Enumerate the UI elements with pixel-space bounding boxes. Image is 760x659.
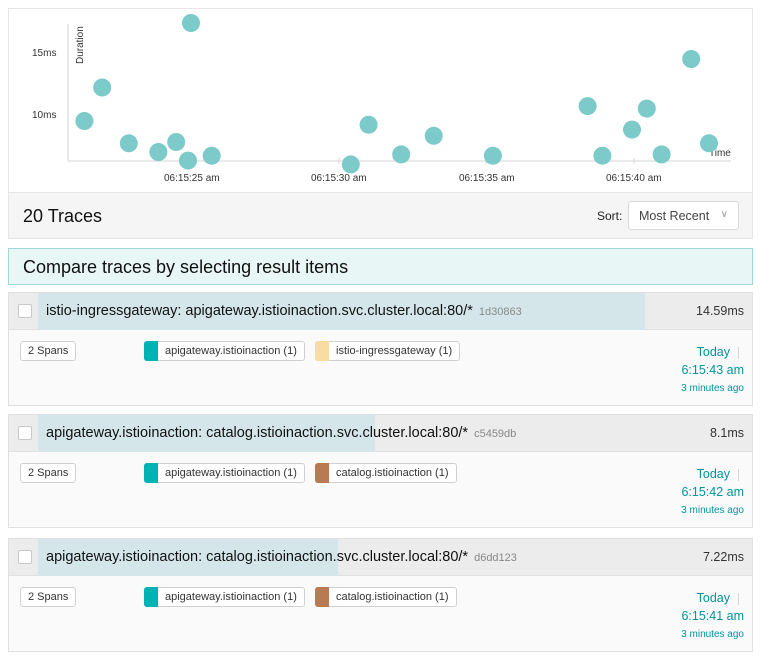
trace-duration-bar: [38, 539, 338, 576]
compare-traces-text: Compare traces by selecting result items: [23, 257, 349, 277]
trace-time: 6:15:41 am: [681, 609, 744, 623]
trace-select-checkbox[interactable]: [18, 426, 32, 440]
span-count-badge: 2 Spans: [20, 463, 77, 483]
trace-result-item[interactable]: apigateway.istioinaction: catalog.istioi…: [8, 538, 753, 652]
trace-point[interactable]: [75, 112, 94, 130]
trace-relative-time: 3 minutes ago: [681, 383, 744, 394]
compare-traces-banner: Compare traces by selecting result items: [8, 248, 753, 285]
trace-result-item[interactable]: apigateway.istioinaction: catalog.istioi…: [8, 414, 753, 528]
service-tag: apigateway.istioinaction (1): [144, 587, 305, 607]
y-tick-label: 10ms: [32, 110, 56, 121]
service-color-swatch: [315, 341, 329, 361]
trace-time: 6:15:42 am: [681, 485, 744, 499]
trace-point[interactable]: [167, 133, 186, 151]
trace-select-checkbox[interactable]: [18, 304, 32, 318]
trace-relative-time: 3 minutes ago: [681, 505, 744, 516]
service-tag-label: apigateway.istioinaction (1): [165, 591, 297, 603]
span-count-badge: 2 Spans: [20, 587, 77, 607]
service-tag: apigateway.istioinaction (1): [144, 463, 305, 483]
trace-point[interactable]: [179, 151, 197, 170]
trace-body: 2 Spans apigateway.istioinaction (1) cat…: [9, 452, 752, 527]
trace-duration: 8.1ms: [709, 426, 744, 440]
trace-timestamp: Today 6:15:41 am 3 minutes ago: [681, 591, 744, 640]
trace-day: Today: [681, 591, 744, 605]
span-count-badge: 2 Spans: [20, 341, 77, 361]
trace-point[interactable]: [341, 155, 360, 174]
service-tag-label: catalog.istioinaction (1): [336, 591, 449, 603]
service-tag: catalog.istioinaction (1): [315, 587, 457, 607]
trace-scatter-plot: Duration Time 15ms 10ms 06:15:25 am 06:1…: [8, 8, 753, 193]
x-tick-label: 06:15:40 am: [606, 173, 662, 184]
trace-point[interactable]: [182, 14, 200, 32]
trace-title-text: apigateway.istioinaction: catalog.istioi…: [46, 549, 469, 565]
trace-title[interactable]: apigateway.istioinaction: catalog.istioi…: [46, 549, 517, 565]
service-tag-label: apigateway.istioinaction (1): [165, 345, 297, 357]
trace-time: 6:15:43 am: [681, 363, 744, 377]
trace-point[interactable]: [682, 50, 701, 68]
trace-title-text: istio-ingressgateway: apigateway.istioin…: [46, 303, 473, 319]
service-tag: istio-ingressgateway (1): [315, 341, 461, 361]
service-tag: apigateway.istioinaction (1): [144, 341, 305, 361]
service-color-swatch: [144, 587, 158, 607]
trace-header[interactable]: apigateway.istioinaction: catalog.istioi…: [9, 415, 752, 452]
service-color-swatch: [315, 463, 329, 483]
trace-result-item[interactable]: istio-ingressgateway: apigateway.istioin…: [8, 292, 753, 406]
trace-point[interactable]: [637, 99, 656, 118]
trace-point[interactable]: [578, 97, 597, 116]
trace-point[interactable]: [593, 146, 612, 165]
trace-header[interactable]: istio-ingressgateway: apigateway.istioin…: [9, 293, 752, 330]
x-tick-label: 06:15:30 am: [311, 173, 367, 184]
trace-id: d6dd123: [474, 552, 517, 564]
service-color-swatch: [144, 341, 158, 361]
trace-title[interactable]: istio-ingressgateway: apigateway.istioin…: [46, 303, 522, 319]
trace-title-text: apigateway.istioinaction: catalog.istioi…: [46, 425, 469, 441]
trace-relative-time: 3 minutes ago: [681, 629, 744, 640]
trace-header[interactable]: apigateway.istioinaction: catalog.istioi…: [9, 539, 752, 576]
chevron-down-icon: ∨: [720, 209, 728, 220]
trace-body: 2 Spans apigateway.istioinaction (1) cat…: [9, 576, 752, 651]
scatter-plot-svg: Duration Time 15ms 10ms 06:15:25 am 06:1…: [32, 14, 731, 184]
trace-count: 20 Traces: [23, 206, 103, 226]
trace-point[interactable]: [424, 126, 443, 145]
sort-select-value: Most Recent: [639, 209, 710, 223]
service-color-swatch: [315, 587, 329, 607]
results-summary-bar: 20 Traces Sort: Most Recent ∨: [8, 193, 753, 239]
service-tag-label: catalog.istioinaction (1): [336, 467, 449, 479]
trace-id: 1d30863: [478, 306, 522, 318]
x-tick-label: 06:15:35 am: [459, 173, 515, 184]
trace-duration: 14.59ms: [696, 304, 744, 318]
trace-duration-bar: [38, 415, 375, 452]
trace-select-checkbox[interactable]: [18, 550, 32, 564]
scatter-points: [75, 14, 718, 174]
service-tag-label: apigateway.istioinaction (1): [165, 467, 297, 479]
x-tick-label: 06:15:25 am: [164, 173, 220, 184]
trace-point[interactable]: [623, 120, 641, 139]
trace-point[interactable]: [93, 78, 112, 97]
sort-select[interactable]: Most Recent ∨: [628, 201, 739, 230]
trace-timestamp: Today 6:15:43 am 3 minutes ago: [681, 345, 744, 394]
y-tick-label: 15ms: [32, 48, 56, 59]
trace-point[interactable]: [700, 134, 718, 153]
sort-label: Sort:: [597, 209, 623, 223]
trace-point[interactable]: [483, 146, 502, 165]
trace-title[interactable]: apigateway.istioinaction: catalog.istioi…: [46, 425, 516, 441]
trace-timestamp: Today 6:15:42 am 3 minutes ago: [681, 467, 744, 516]
trace-day: Today: [681, 345, 744, 359]
trace-body: 2 Spans apigateway.istioinaction (1) ist…: [9, 330, 752, 405]
trace-duration: 7.22ms: [703, 550, 744, 564]
trace-point[interactable]: [392, 145, 411, 164]
y-axis-label: Duration: [75, 26, 86, 64]
x-axis-label: Time: [709, 148, 731, 159]
trace-point[interactable]: [202, 146, 221, 165]
trace-id: c5459db: [474, 428, 517, 440]
trace-point[interactable]: [119, 134, 138, 153]
trace-point[interactable]: [149, 143, 168, 161]
service-tag: catalog.istioinaction (1): [315, 463, 457, 483]
service-color-swatch: [144, 463, 158, 483]
trace-day: Today: [681, 467, 744, 481]
trace-point[interactable]: [359, 115, 378, 134]
service-tag-label: istio-ingressgateway (1): [336, 345, 453, 357]
trace-duration-bar: [38, 293, 645, 330]
trace-point[interactable]: [652, 145, 671, 164]
